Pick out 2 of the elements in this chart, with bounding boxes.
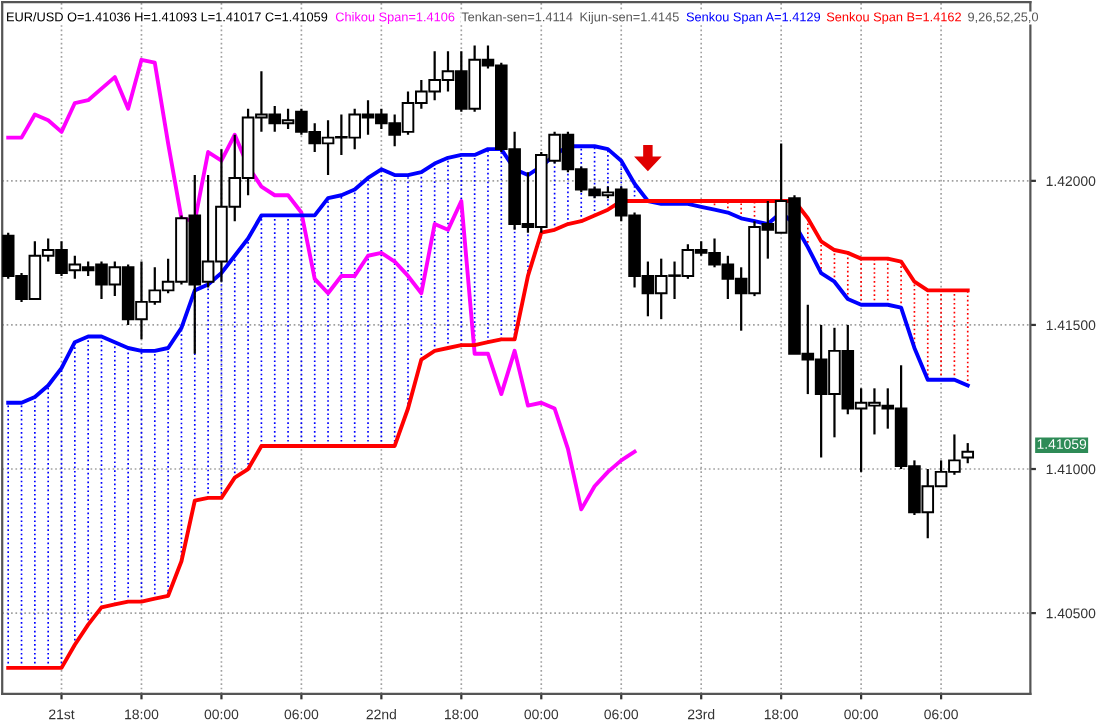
line-series	[6, 57, 637, 512]
candlestick	[961, 441, 975, 465]
